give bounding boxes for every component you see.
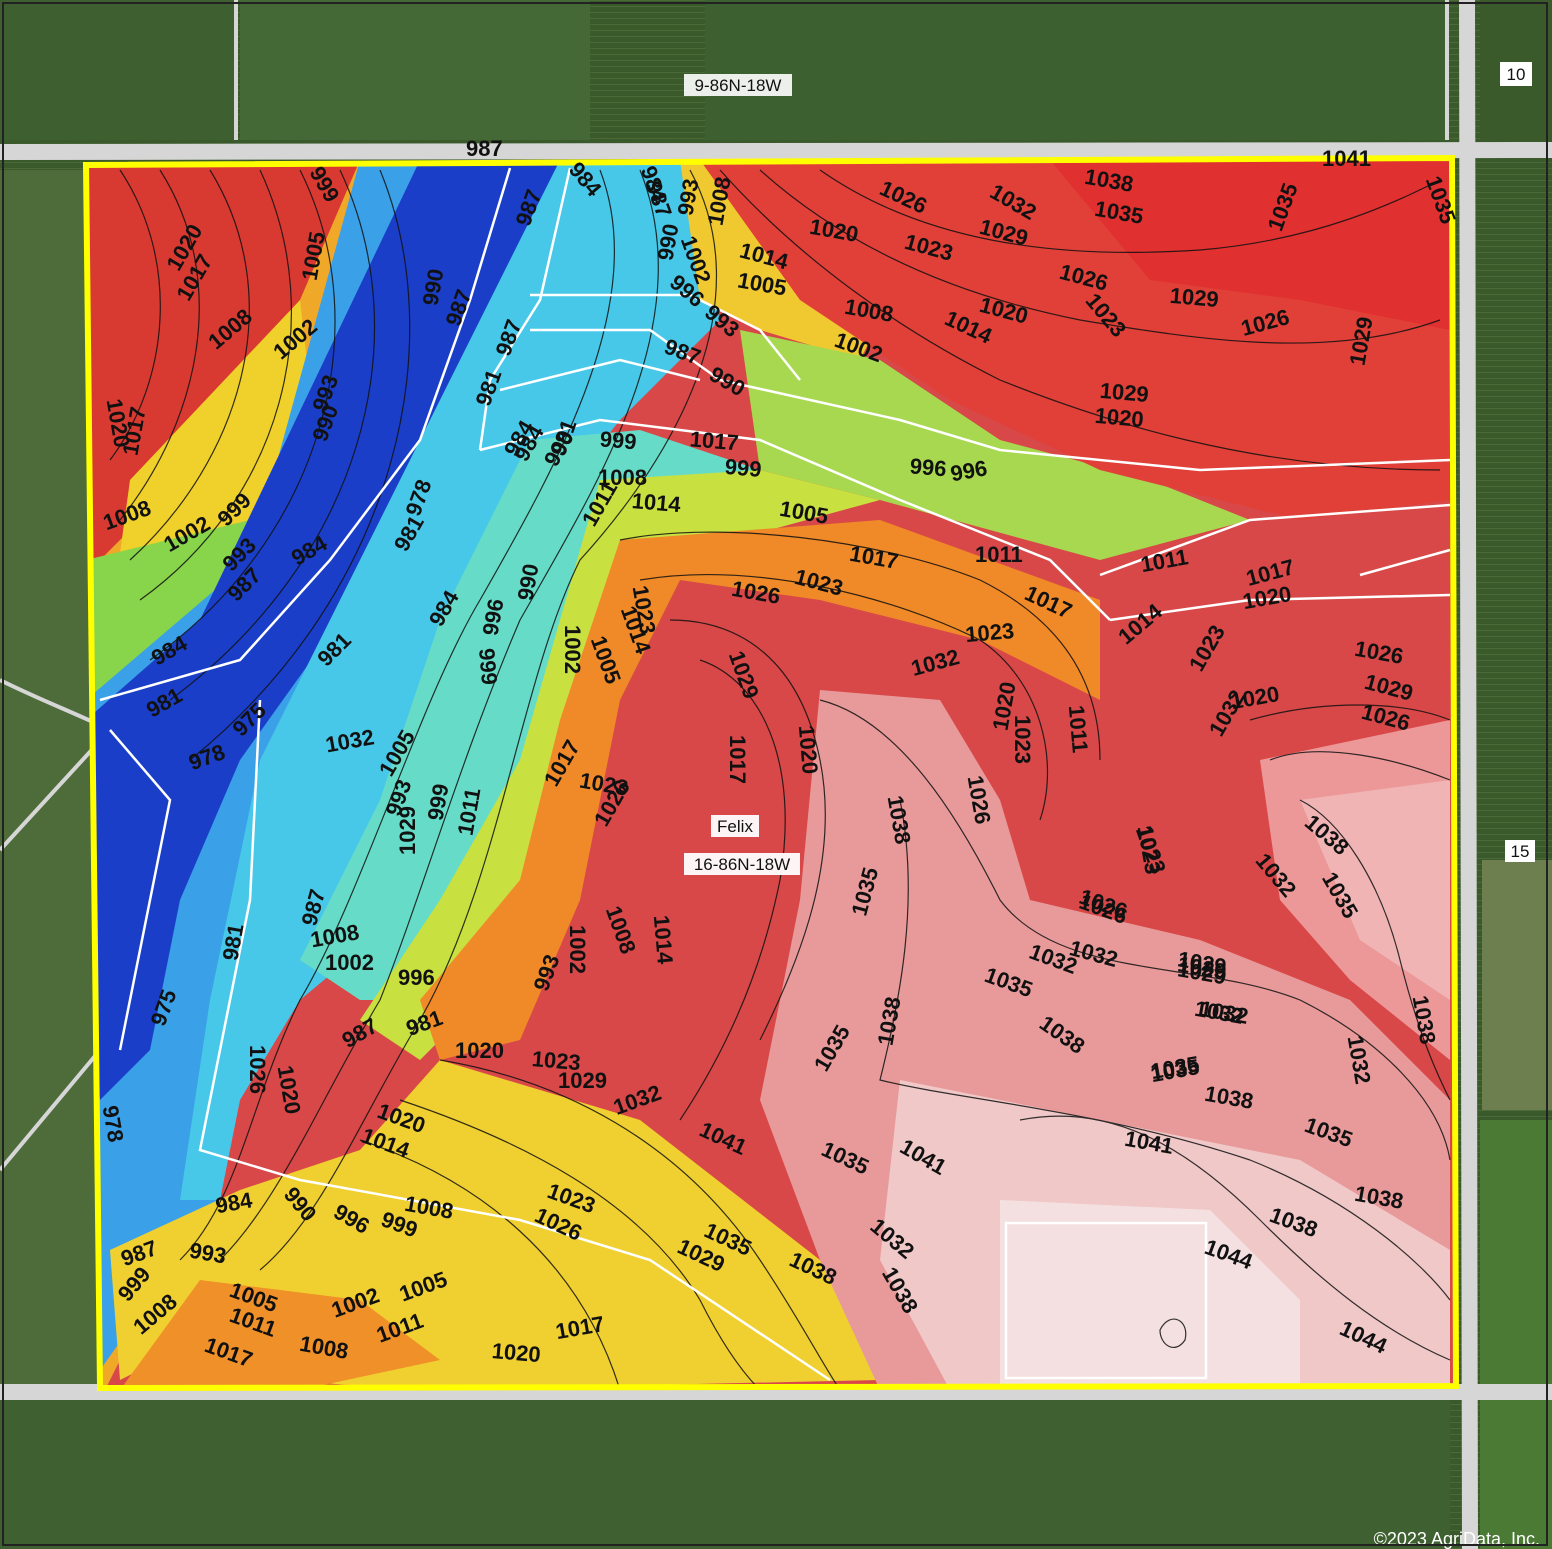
field-boundary (82, 154, 1460, 1392)
elevation-label: 1002 (560, 625, 585, 674)
elevation-label: 1011 (975, 542, 1023, 567)
elevation-label: 1023 (1010, 715, 1035, 764)
section-label-ne: 10 (1507, 65, 1526, 84)
elevation-label: 987 (466, 136, 503, 161)
field-name-label: Felix (717, 817, 753, 836)
elevation-label: 1020 (455, 1038, 504, 1063)
elevation-label: 1017 (689, 426, 740, 455)
elevation-label: 1014 (631, 488, 683, 517)
elevation-label: 999 (724, 454, 763, 482)
elevation-label: 999 (599, 426, 638, 454)
elevation-label: 1020 (491, 1338, 542, 1367)
elevation-label: 1029 (1169, 283, 1220, 312)
elevation-label: 1026 (245, 1045, 270, 1094)
section-label-field: 16-86N-18W (694, 855, 790, 874)
elevation-label: 1020 (794, 724, 823, 775)
elevation-label: 1029 (1099, 378, 1150, 407)
elevation-label: 996 (909, 453, 948, 481)
elevation-label: 1002 (565, 925, 590, 974)
elevation-label: 1020 (1094, 403, 1145, 432)
field-lines (99, 167, 1451, 1382)
section-label-north: 9-86N-18W (695, 76, 782, 95)
elevation-label: 1002 (325, 950, 374, 975)
elevation-label: 1029 (395, 806, 420, 855)
elevation-label: 1014 (649, 914, 678, 966)
elevation-label: 1023 (531, 1046, 582, 1075)
elevation-label: 996 (398, 965, 435, 990)
contour-lines (109, 169, 1451, 1388)
elevation-label: 1017 (725, 735, 750, 784)
elevation-label: 1029 (558, 1068, 607, 1093)
elevation-label: 1008 (598, 465, 647, 490)
elevation-label: 999 (474, 647, 502, 686)
elevation-label: 1023 (964, 618, 1015, 647)
section-label-east: 15 (1511, 842, 1530, 861)
elevation-label: 1011 (1064, 704, 1093, 754)
map-labels: 9-86N-18W Felix 16-86N-18W 10 15 (684, 62, 1535, 875)
elevation-label: 1041 (1322, 146, 1371, 171)
copyright-notice: ©2023 AgriData, Inc. (1374, 1529, 1540, 1549)
